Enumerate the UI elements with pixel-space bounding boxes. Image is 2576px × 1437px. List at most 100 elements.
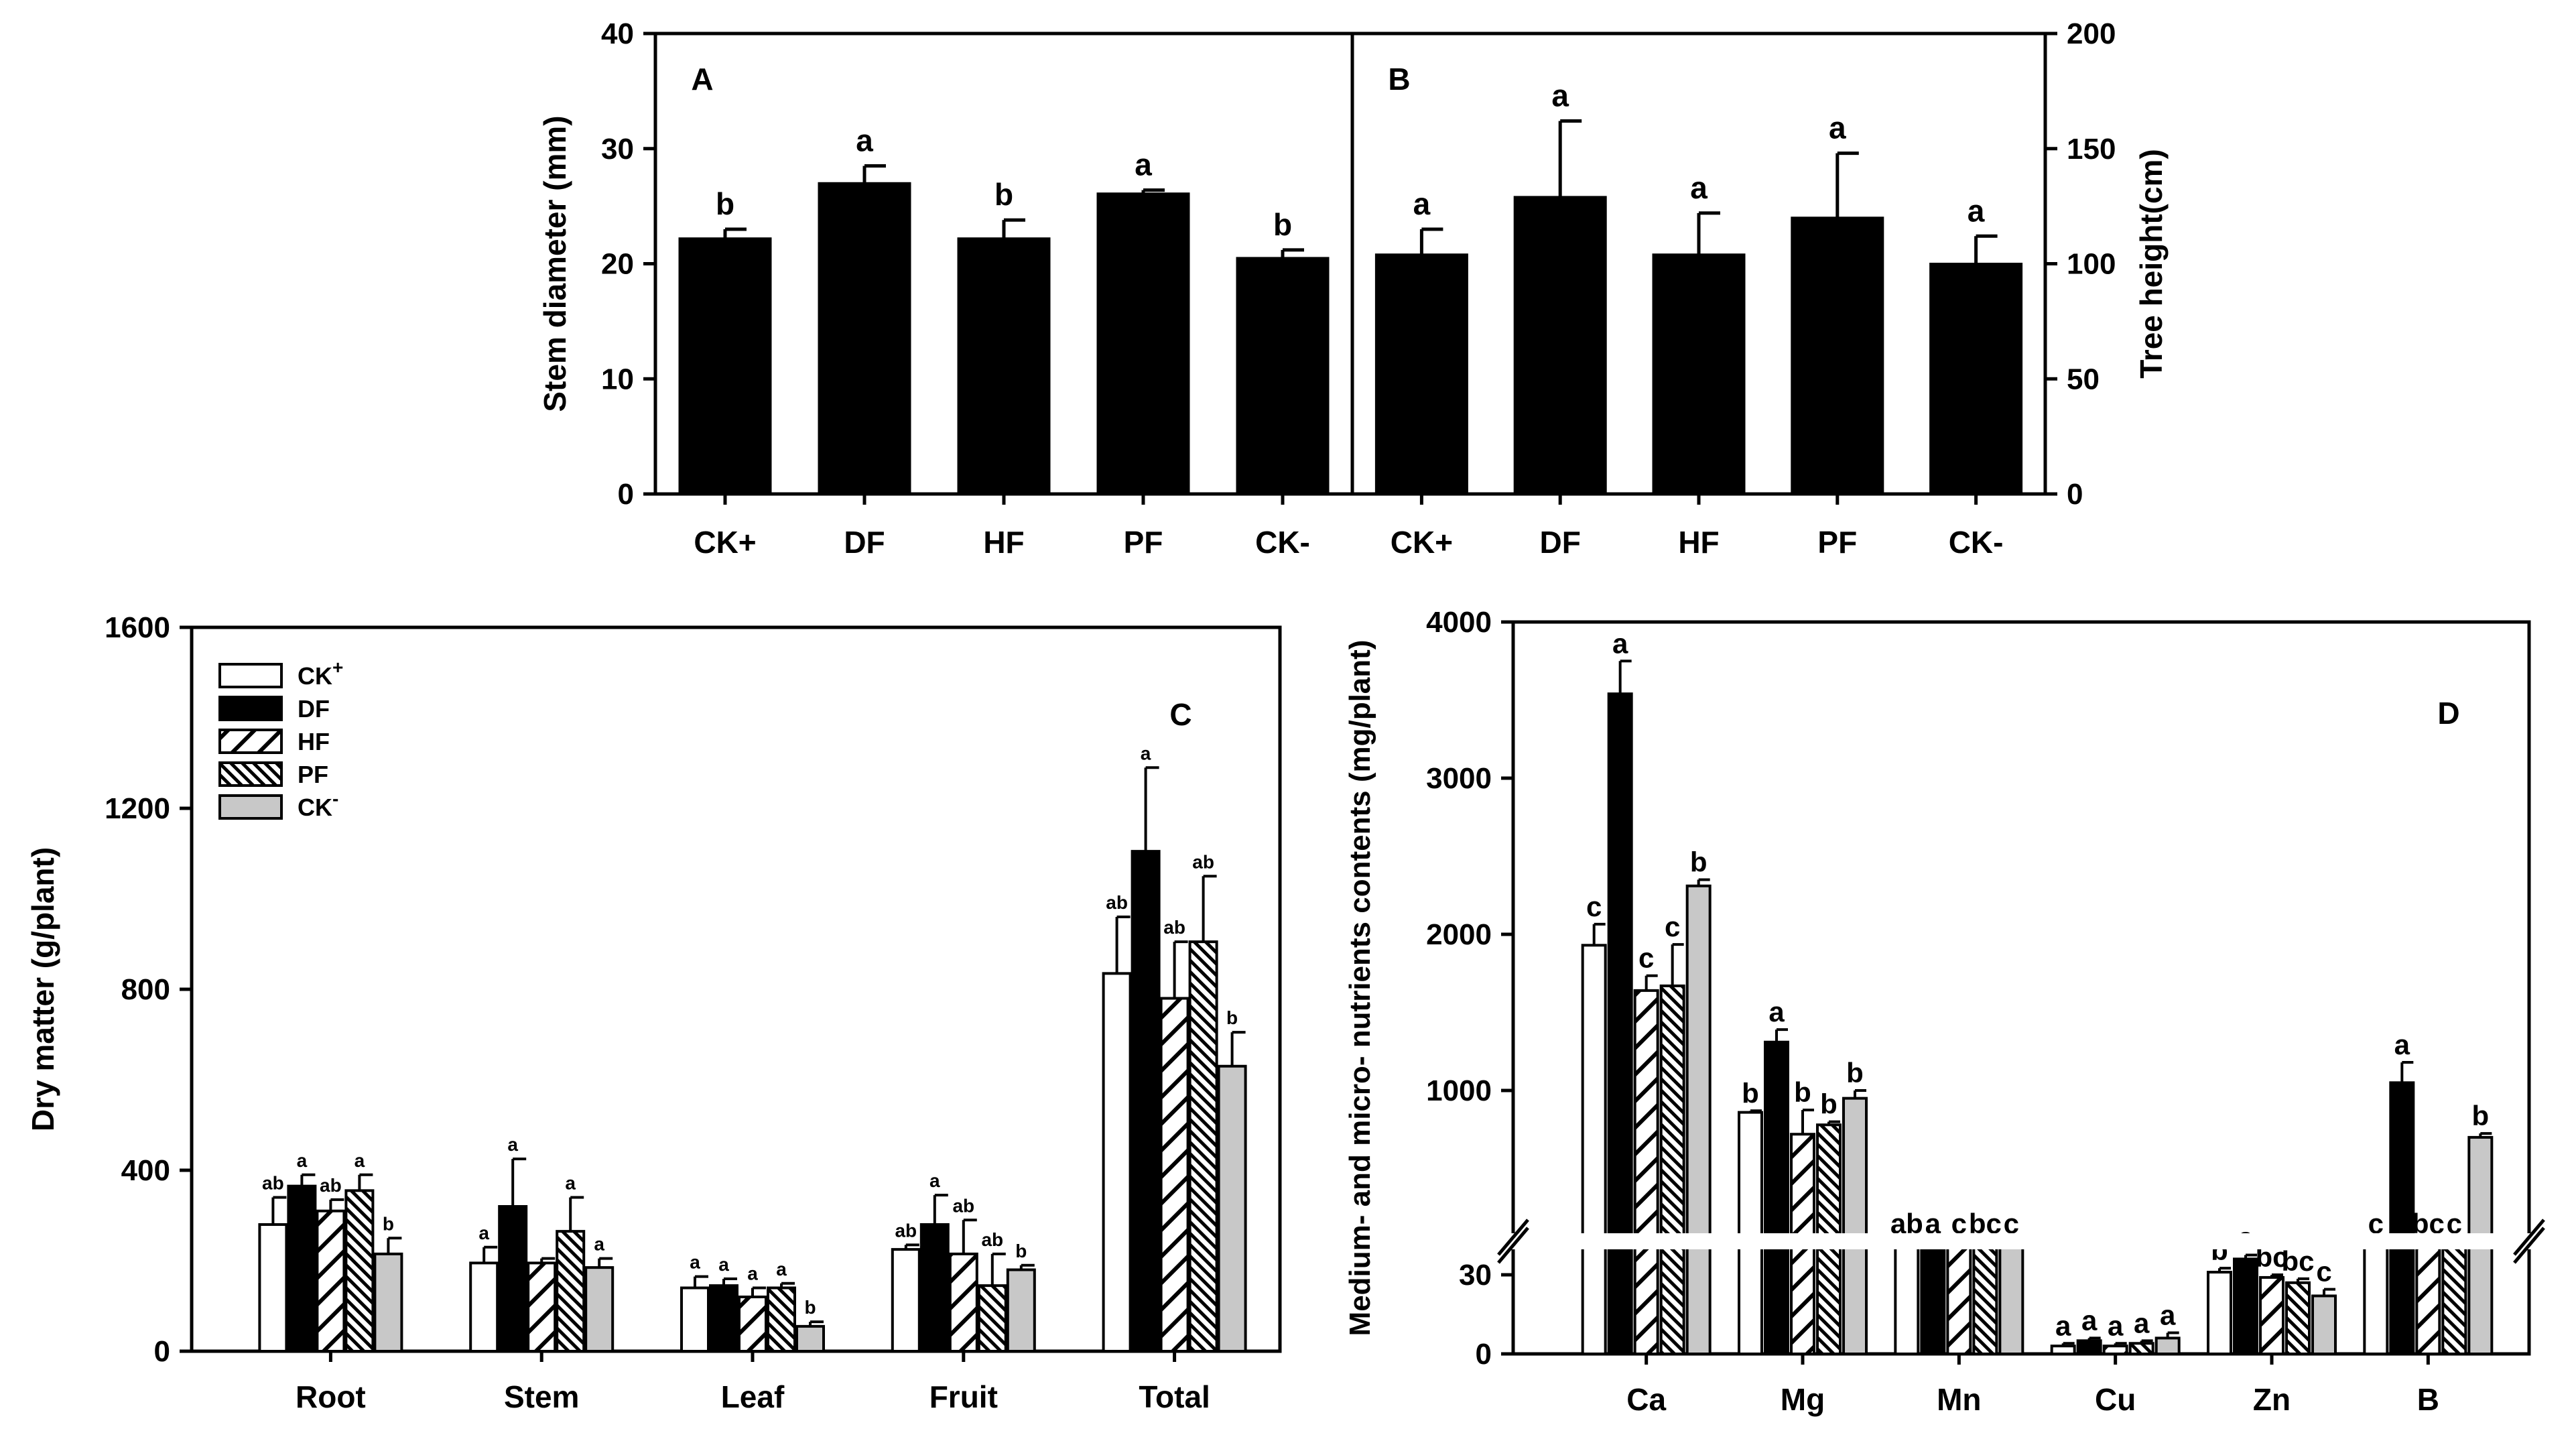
significance-letter: b — [1742, 1077, 1759, 1109]
x-tick-label: DF — [1540, 525, 1581, 560]
significance-letter: a — [2055, 1310, 2071, 1341]
legend-label-text: HF — [298, 728, 330, 755]
x-tick-label: Cu — [2095, 1382, 2136, 1417]
x-tick-label: Root — [296, 1379, 366, 1414]
significance-letter: ab — [1163, 917, 1185, 938]
bar — [2363, 1240, 2389, 1355]
significance-letter: b — [383, 1213, 394, 1234]
significance-letter: a — [690, 1252, 700, 1273]
x-tick-label: CK+ — [694, 525, 756, 560]
significance-letter: a — [478, 1223, 489, 1243]
bar — [1236, 257, 1330, 495]
significance-letter: c — [1951, 1208, 1967, 1239]
panel-label: D — [2437, 696, 2459, 731]
significance-letter: ab — [895, 1220, 917, 1241]
significance-letter: b — [1846, 1057, 1864, 1088]
x-tick-label: Mg — [1781, 1382, 1825, 1417]
significance-letter: a — [1141, 743, 1151, 763]
bar — [2415, 1240, 2441, 1355]
bar — [498, 1205, 528, 1353]
y-tick-label: 20 — [601, 248, 634, 281]
significance-letter: c — [2316, 1256, 2331, 1288]
significance-letter: b — [1820, 1088, 1838, 1120]
significance-letter: b — [1015, 1241, 1027, 1261]
bar — [1581, 944, 1607, 1356]
bar — [767, 1286, 796, 1353]
axis-break-mark — [2513, 1219, 2545, 1256]
y-tick-label: 150 — [2067, 133, 2116, 166]
bar — [1929, 263, 2023, 495]
significance-letter: c — [1638, 942, 1654, 974]
x-tick-label: Fruit — [929, 1379, 998, 1414]
bar — [344, 1189, 375, 1353]
y-tick-label: 10 — [601, 363, 634, 395]
significance-letter: a — [856, 123, 873, 158]
bar — [2102, 1345, 2128, 1355]
bar — [1894, 1240, 1920, 1355]
y-tick-label: 100 — [2067, 248, 2116, 281]
significance-letter: c — [1665, 911, 1680, 942]
significance-letter: a — [2108, 1310, 2124, 1341]
x-tick-label: Mn — [1937, 1382, 1981, 1417]
bar — [556, 1230, 586, 1353]
significance-letter: a — [1768, 996, 1785, 1027]
bar — [258, 1223, 288, 1353]
axis-break-gap — [1486, 1233, 2556, 1249]
panel-label: C — [1169, 697, 1192, 732]
significance-letter: b — [1226, 1007, 1238, 1028]
legend-swatch — [218, 794, 283, 820]
significance-letter: b — [1794, 1076, 1811, 1108]
bar — [2259, 1275, 2284, 1356]
significance-letter: a — [297, 1150, 308, 1171]
panel-label: A — [691, 62, 713, 97]
bar — [2050, 1345, 2076, 1355]
bar — [1607, 692, 1633, 1356]
significance-letter: ab — [320, 1175, 342, 1196]
significance-letter: a — [2160, 1300, 2176, 1331]
bar — [1791, 216, 1884, 495]
bar — [1659, 984, 1685, 1355]
significance-letter: ab — [1192, 851, 1214, 872]
x-tick-label: Total — [1139, 1379, 1210, 1414]
bar — [2311, 1294, 2337, 1356]
x-tick-label: PF — [1124, 525, 1163, 560]
x-tick-label: Stem — [504, 1379, 579, 1414]
legend-swatch — [218, 761, 283, 787]
x-tick-label: Ca — [1626, 1382, 1666, 1417]
y-axis-label: Medium- and micro- nutrients contents (m… — [1344, 640, 1376, 1336]
bar — [1006, 1268, 1036, 1353]
bar — [1188, 940, 1218, 1353]
bar — [1131, 850, 1161, 1353]
significance-letter: b — [1273, 207, 1292, 242]
y-tick-label: 1600 — [105, 611, 170, 644]
significance-letter: a — [1968, 193, 1985, 228]
significance-letter: a — [747, 1263, 758, 1284]
bar — [795, 1324, 825, 1353]
significance-letter: c — [1586, 891, 1602, 922]
legend-label-text: PF — [298, 761, 328, 788]
significance-letter: ab — [981, 1229, 1003, 1250]
bar — [1946, 1240, 1972, 1355]
y-tick-label: 3000 — [1426, 762, 1492, 795]
bar — [738, 1296, 767, 1353]
significance-letter: c — [2447, 1208, 2462, 1239]
bar — [1513, 196, 1607, 495]
significance-letter: a — [1413, 186, 1431, 221]
legend-swatch — [218, 663, 283, 688]
significance-letter: a — [507, 1134, 518, 1155]
y-tick-label: 800 — [121, 973, 170, 1006]
bar — [818, 182, 911, 495]
legend-label-text: CK — [298, 662, 332, 690]
significance-letter: b — [1690, 846, 1708, 877]
y-tick-label: 30 — [601, 133, 634, 166]
significance-letter: b — [994, 177, 1013, 212]
bar — [2441, 1240, 2467, 1355]
bar — [527, 1261, 557, 1353]
significance-letter: b — [2472, 1100, 2490, 1131]
significance-letter: a — [718, 1254, 729, 1275]
bar — [1738, 1111, 1763, 1355]
significance-letter: bc — [2281, 1245, 2314, 1277]
x-tick-label: DF — [844, 525, 885, 560]
legend-label-text: DF — [298, 695, 330, 723]
